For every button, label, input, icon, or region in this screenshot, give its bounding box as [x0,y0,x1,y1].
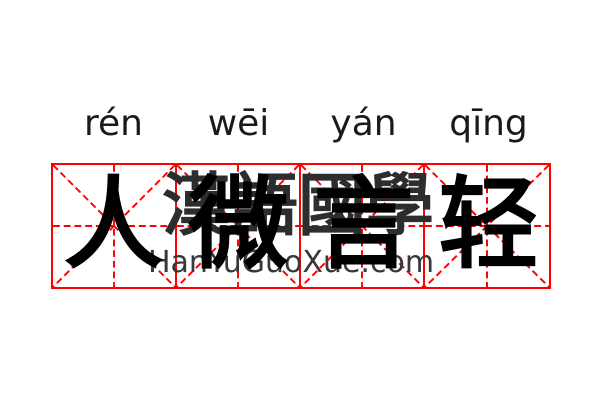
pinyin-syllable-4: qīng [449,103,528,144]
mizige-guide-lines [177,165,299,287]
pinyin-syllable-1: rén [84,103,143,144]
pinyin-syllable-2: wēi [207,103,270,144]
grid-cell-4 [425,165,549,287]
mizige-guide-lines [301,165,423,287]
grid-cell-2 [177,165,301,287]
grid-cell-3 [301,165,425,287]
mizige-guide-lines [53,165,175,287]
mizige-guide-lines [425,165,549,287]
pinyin-syllable-3: yán [330,103,397,144]
writing-grid [51,163,551,289]
grid-cell-1 [53,165,177,287]
pinyin-row: rén wēi yán qīng [51,100,551,148]
